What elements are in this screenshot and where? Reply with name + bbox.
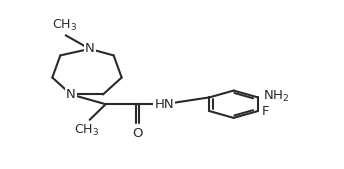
Text: N: N [66,88,76,101]
Text: HN: HN [154,98,174,111]
Text: N: N [85,42,95,55]
Text: NH$_2$: NH$_2$ [263,89,290,104]
Text: CH$_3$: CH$_3$ [52,18,77,33]
Text: CH$_3$: CH$_3$ [74,122,99,138]
Text: F: F [262,105,269,118]
Text: O: O [132,127,143,140]
